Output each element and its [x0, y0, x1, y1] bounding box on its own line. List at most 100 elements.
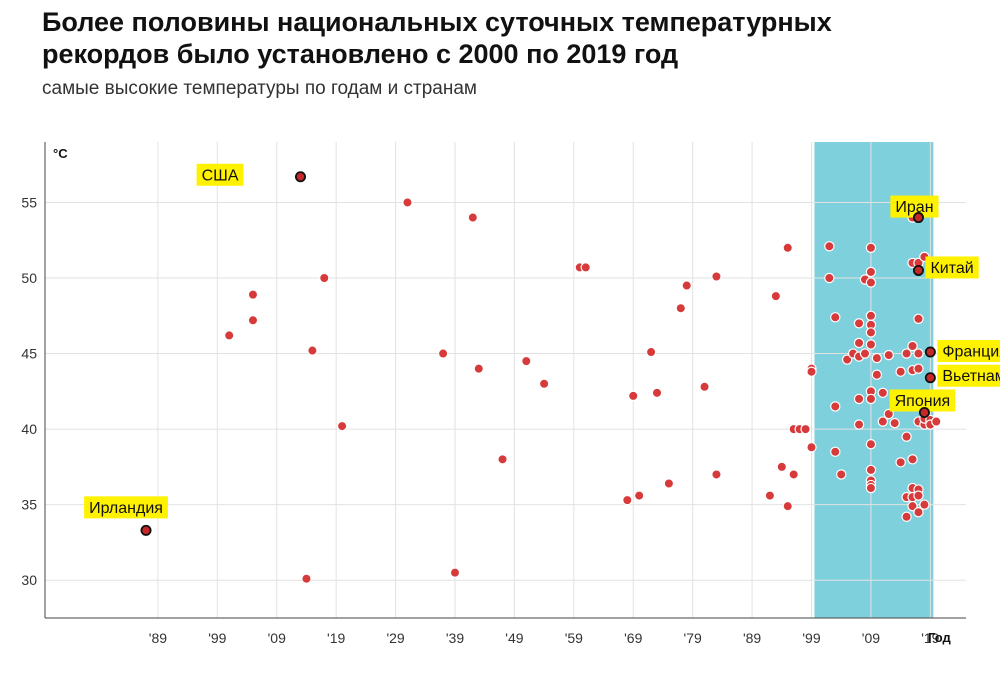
data-point — [319, 272, 330, 284]
callout-background — [937, 340, 1000, 363]
data-point — [871, 352, 883, 364]
data-point — [800, 423, 811, 435]
data-point — [782, 242, 793, 253]
data-point — [830, 446, 841, 457]
title-line-1: Более половины национальных суточных тем… — [42, 7, 832, 37]
data-point — [931, 416, 942, 427]
data-point — [907, 340, 918, 352]
data-point — [307, 345, 318, 356]
data-point — [865, 482, 877, 494]
data-point — [841, 354, 853, 365]
data-point — [883, 349, 894, 361]
data-point — [449, 567, 461, 578]
data-point — [853, 337, 865, 349]
x-tick-label: '49 — [505, 630, 523, 646]
callout-label: США — [202, 167, 239, 184]
highlighted-point — [924, 346, 936, 358]
x-tick-label: '29 — [386, 630, 404, 646]
data-point — [853, 393, 865, 405]
data-point — [247, 289, 259, 300]
y-tick-label: 50 — [21, 270, 37, 286]
data-point — [859, 348, 871, 359]
callout-2019-45.1: Франция — [924, 340, 1000, 363]
data-point — [836, 469, 847, 480]
callout-label: Франция — [942, 344, 1000, 361]
callout-background — [196, 163, 244, 186]
data-point — [675, 303, 686, 314]
y-axis-unit: °C — [53, 146, 68, 161]
data-point — [806, 442, 817, 453]
x-tick-label: '99 — [802, 630, 820, 646]
data-point — [913, 363, 924, 374]
data-point — [883, 408, 894, 420]
x-tick-label: '19 — [921, 630, 939, 646]
data-point — [711, 469, 722, 480]
highlighted-point — [912, 264, 924, 276]
data-point — [865, 339, 877, 350]
data-point — [651, 387, 663, 399]
callout-2017-54: Иран — [890, 195, 939, 224]
callout-background — [937, 364, 1000, 387]
data-point — [699, 381, 710, 392]
data-point — [681, 280, 692, 291]
callout-background — [925, 256, 979, 279]
x-tick-label: '69 — [624, 630, 642, 646]
data-point — [628, 390, 639, 402]
data-point — [913, 507, 924, 518]
data-point — [645, 346, 657, 358]
data-point — [830, 312, 841, 323]
data-point — [865, 439, 877, 450]
callout-2017-50.5: Китай — [912, 256, 979, 279]
data-point — [919, 499, 930, 510]
highlighted-point — [918, 406, 930, 418]
x-tick-label: '39 — [446, 630, 464, 646]
data-point — [853, 419, 865, 430]
data-point — [521, 355, 532, 367]
y-tick-label: 55 — [21, 194, 37, 210]
y-tick-label: 35 — [21, 497, 37, 513]
data-point — [301, 573, 312, 584]
data-point — [901, 431, 912, 442]
y-tick-label: 30 — [21, 572, 37, 588]
y-tick-label: 40 — [21, 421, 37, 437]
data-point — [913, 490, 924, 501]
data-point — [871, 369, 883, 380]
data-point — [895, 457, 906, 468]
data-point — [622, 494, 633, 506]
data-point — [865, 327, 877, 338]
callout-1913-56.7: США — [196, 163, 307, 186]
x-tick-label: '79 — [684, 630, 702, 646]
x-tick-label: '09 — [268, 630, 286, 646]
highlighted-point — [912, 212, 924, 224]
data-point — [865, 242, 877, 253]
data-point — [663, 478, 675, 489]
data-point — [223, 330, 235, 341]
data-point — [633, 490, 645, 501]
chart-subtitle: самые высокие температуры по годам и стр… — [42, 78, 477, 99]
callout-label: Иран — [895, 199, 933, 216]
data-point — [889, 417, 900, 429]
data-point — [865, 266, 877, 278]
callout-label: Ирландия — [89, 500, 163, 517]
x-tick-label: '99 — [208, 630, 226, 646]
callout-background — [890, 195, 939, 218]
data-point — [437, 348, 449, 359]
data-point — [877, 416, 889, 427]
data-point — [865, 310, 877, 321]
data-point — [865, 393, 877, 405]
data-point — [824, 241, 835, 252]
data-point — [336, 420, 348, 432]
data-point — [776, 461, 788, 473]
callout-1887-33.3: Ирландия — [84, 496, 168, 536]
x-tick-label: '89 — [743, 630, 761, 646]
title-line-2: рекордов было установлено с 2000 по 2019… — [42, 39, 679, 69]
data-point — [580, 262, 591, 273]
chart-title: Более половины национальных суточных тем… — [42, 6, 972, 70]
callout-label: Япония — [895, 393, 951, 410]
data-point — [877, 387, 889, 399]
data-point — [824, 272, 835, 284]
y-tick-label: 45 — [21, 346, 37, 362]
callout-label: Китай — [930, 260, 973, 277]
data-point — [865, 277, 877, 288]
data-point — [830, 401, 841, 412]
